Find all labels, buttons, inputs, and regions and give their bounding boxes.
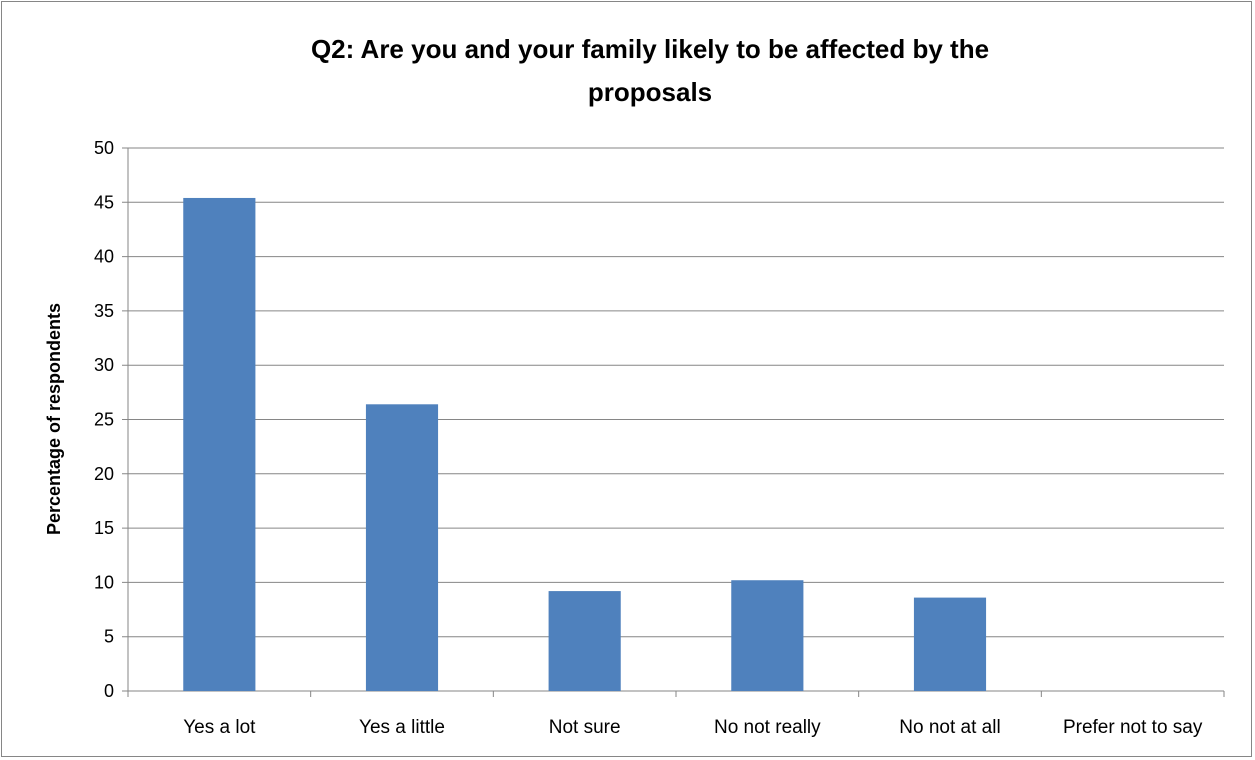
bar-2 (365, 404, 439, 691)
chart-title-line-1: Q2: Are you and your family likely to be… (310, 34, 990, 64)
bar-5 (913, 597, 987, 691)
chart-title-line-2: proposals (587, 77, 713, 107)
x-category-label: Yes a little (359, 717, 445, 738)
y-axis-label: Percentage of respondents (44, 303, 64, 535)
y-tick-label: 30 (94, 355, 114, 375)
y-tick-label: 50 (94, 138, 114, 158)
x-category-labels: Yes a lot Yes a little Not sure No not real… (183, 717, 1203, 738)
bar-4 (731, 580, 804, 691)
y-tick-label: 0 (104, 681, 114, 701)
bar-3 (548, 591, 621, 691)
x-category-label: Not sure (549, 717, 621, 738)
y-tick-label: 15 (94, 518, 114, 538)
y-tick-label: 10 (94, 572, 114, 592)
x-category-label: No not at all (899, 717, 1000, 738)
x-category-label: Prefer not to say (1063, 717, 1203, 738)
bar-1 (183, 197, 256, 691)
gridlines (122, 147, 1225, 697)
y-tick-labels: 0 5 10 15 20 25 30 35 40 45 50 (94, 138, 114, 701)
y-tick-label: 35 (94, 301, 114, 321)
y-tick-label: 20 (94, 464, 114, 484)
x-category-label: No not really (714, 717, 821, 738)
bars (183, 197, 987, 691)
y-tick-label: 45 (94, 192, 114, 212)
y-tick-label: 25 (94, 410, 114, 430)
x-category-label: Yes a lot (183, 717, 256, 738)
y-tick-label: 40 (94, 247, 114, 267)
y-tick-label: 5 (104, 627, 114, 647)
